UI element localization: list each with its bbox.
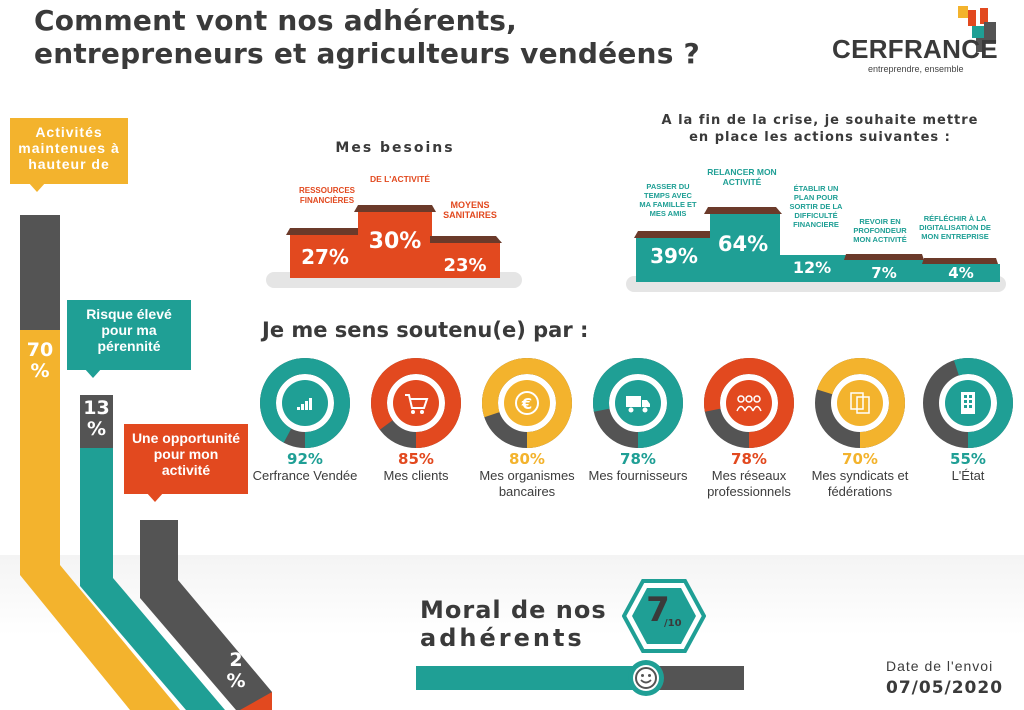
- needs-value-financial: 27%: [301, 245, 349, 269]
- callout-activities-label: Activités maintenues à hauteur de: [18, 124, 120, 172]
- date-label: Date de l'envoi: [886, 658, 994, 674]
- moral-gauge-fill: [416, 666, 646, 690]
- donut-slice: [260, 358, 350, 448]
- actions-label-family: PASSER DU TEMPS AVEC MA FAMILLE ET MES A…: [639, 182, 697, 218]
- title-line-2: entrepreneurs et agriculteurs vendéens ?: [34, 37, 700, 70]
- actions-value-relaunch: 64%: [717, 232, 769, 256]
- actions-label-financial-plan: ÉTABLIR UN PLAN POUR SORTIR DE LA DIFFIC…: [789, 184, 843, 229]
- activity-stripes: [20, 215, 272, 710]
- actions-label-digital: RÉFLÉCHIR À LA DIGITALISATION DE MON ENT…: [919, 214, 991, 241]
- support-donut: [593, 358, 683, 448]
- donut-label: Mes réseaux professionnels: [707, 468, 791, 499]
- actions-title-line-1: A la fin de la crise, je souhaite mettre: [661, 113, 979, 128]
- people-icon: [736, 395, 762, 412]
- title-line-1: Comment vont nos adhérents,: [34, 4, 518, 37]
- support-donut: €: [482, 358, 572, 448]
- donut-slice: [593, 358, 683, 448]
- truck-icon: [626, 396, 650, 413]
- callout-pointer: [146, 492, 164, 502]
- callout-risk: Risque élevé pour ma pérennité: [67, 300, 191, 370]
- callout-opportunity-label: Une opportunité pour mon activité: [131, 430, 241, 478]
- donut-label: Mes syndicats et fédérations: [811, 468, 909, 499]
- stripe-value-opportunity: 2 %: [226, 649, 246, 692]
- donut-label: Mes organismes bancaires: [479, 468, 575, 499]
- documents-icon: [850, 392, 870, 414]
- date-value: 07/05/2020: [886, 678, 1004, 698]
- donut-percent: 78%: [731, 450, 767, 468]
- stripe-value-maintained: 70 %: [26, 339, 54, 382]
- support-donut: [371, 358, 461, 448]
- moral-gauge: [416, 660, 744, 696]
- donut-percent: 55%: [950, 450, 986, 468]
- actions-podium: [626, 207, 1006, 292]
- chart-bars-icon: [297, 398, 312, 410]
- callout-opportunity: Une opportunité pour mon activité: [124, 424, 248, 494]
- donut-percent: 70%: [842, 450, 878, 468]
- needs-value-activity: 30%: [368, 229, 422, 254]
- actions-value-rethink: 7%: [871, 264, 897, 282]
- smiley-icon: [627, 660, 664, 696]
- donut-center: [837, 380, 883, 426]
- callout-pointer: [28, 182, 46, 192]
- callout-risk-label: Risque élevé pour ma pérennité: [86, 306, 172, 354]
- callout-activities-maintained: Activités maintenues à hauteur de: [10, 118, 128, 184]
- svg-text:€: €: [521, 395, 532, 413]
- support-donut: [260, 358, 350, 448]
- donut-label: L'État: [951, 468, 985, 483]
- donut-label: Cerfrance Vendée: [252, 468, 358, 483]
- donut-slice: [482, 358, 572, 448]
- needs-value-sanitary: 23%: [443, 255, 487, 276]
- needs-label-activity: DE L'ACTIVITÉ: [369, 174, 431, 184]
- donut-center: [393, 380, 439, 426]
- donut-center: [504, 380, 550, 426]
- donut-slice: [704, 358, 794, 448]
- moral-gauge-knob: [627, 659, 665, 697]
- actions-label-rethink: REVOIR EN PROFONDEUR MON ACTIVITÉ: [853, 217, 907, 244]
- support-title: Je me sens soutenu(e) par :: [262, 318, 589, 342]
- brand-tagline: entreprendre, ensemble: [868, 64, 964, 74]
- page-title: Comment vont nos adhérents, entrepreneur…: [34, 4, 734, 70]
- donut-slice: [815, 358, 905, 448]
- actions-title-line-2: en place les actions suivantes :: [689, 130, 951, 145]
- donut-slice: [923, 358, 1013, 448]
- moral-out-of: /10: [664, 618, 682, 629]
- cerfrance-logo-mark: [958, 6, 996, 52]
- actions-value-financial-plan: 12%: [792, 258, 832, 277]
- cart-icon: [405, 394, 429, 414]
- euro-icon: €: [515, 391, 539, 415]
- moral-score-hexagon: [622, 579, 706, 653]
- brand-name: CERFRANCE: [832, 34, 998, 64]
- donut-center: [726, 380, 772, 426]
- donut-percent: 92%: [287, 450, 323, 468]
- donut-percent: 80%: [509, 450, 545, 468]
- support-donut: [815, 358, 905, 448]
- actions-value-digital: 4%: [948, 264, 974, 282]
- needs-title: Mes besoins: [335, 140, 455, 156]
- donut-slice: [371, 358, 461, 448]
- donut-label: Mes clients: [383, 468, 449, 483]
- support-donut: [704, 358, 794, 448]
- donut-label: Mes fournisseurs: [588, 468, 688, 483]
- donut-percent: 85%: [398, 450, 434, 468]
- moral-title-line-1: Moral de nos: [420, 596, 607, 624]
- callout-pointer: [84, 368, 102, 378]
- building-icon: [961, 392, 975, 414]
- needs-label-financial: RESSOURCES FINANCIÈRES: [298, 186, 355, 205]
- moral-score: 7: [646, 590, 670, 630]
- moral-title-line-2: adhérents: [420, 624, 585, 652]
- actions-label-relaunch: RELANCER MON ACTIVITÉ: [707, 167, 777, 187]
- support-donut: [923, 358, 1013, 448]
- stripe-value-risk: 13 %: [83, 397, 110, 440]
- needs-label-sanitary: MOYENS SANITAIRES: [443, 200, 497, 220]
- donut-percent: 78%: [620, 450, 656, 468]
- needs-podium: [266, 205, 522, 288]
- actions-title: A la fin de la crise, je souhaite mettre…: [630, 112, 1010, 146]
- moral-title: Moral de nos adhérents: [420, 596, 620, 652]
- actions-value-family: 39%: [650, 244, 698, 268]
